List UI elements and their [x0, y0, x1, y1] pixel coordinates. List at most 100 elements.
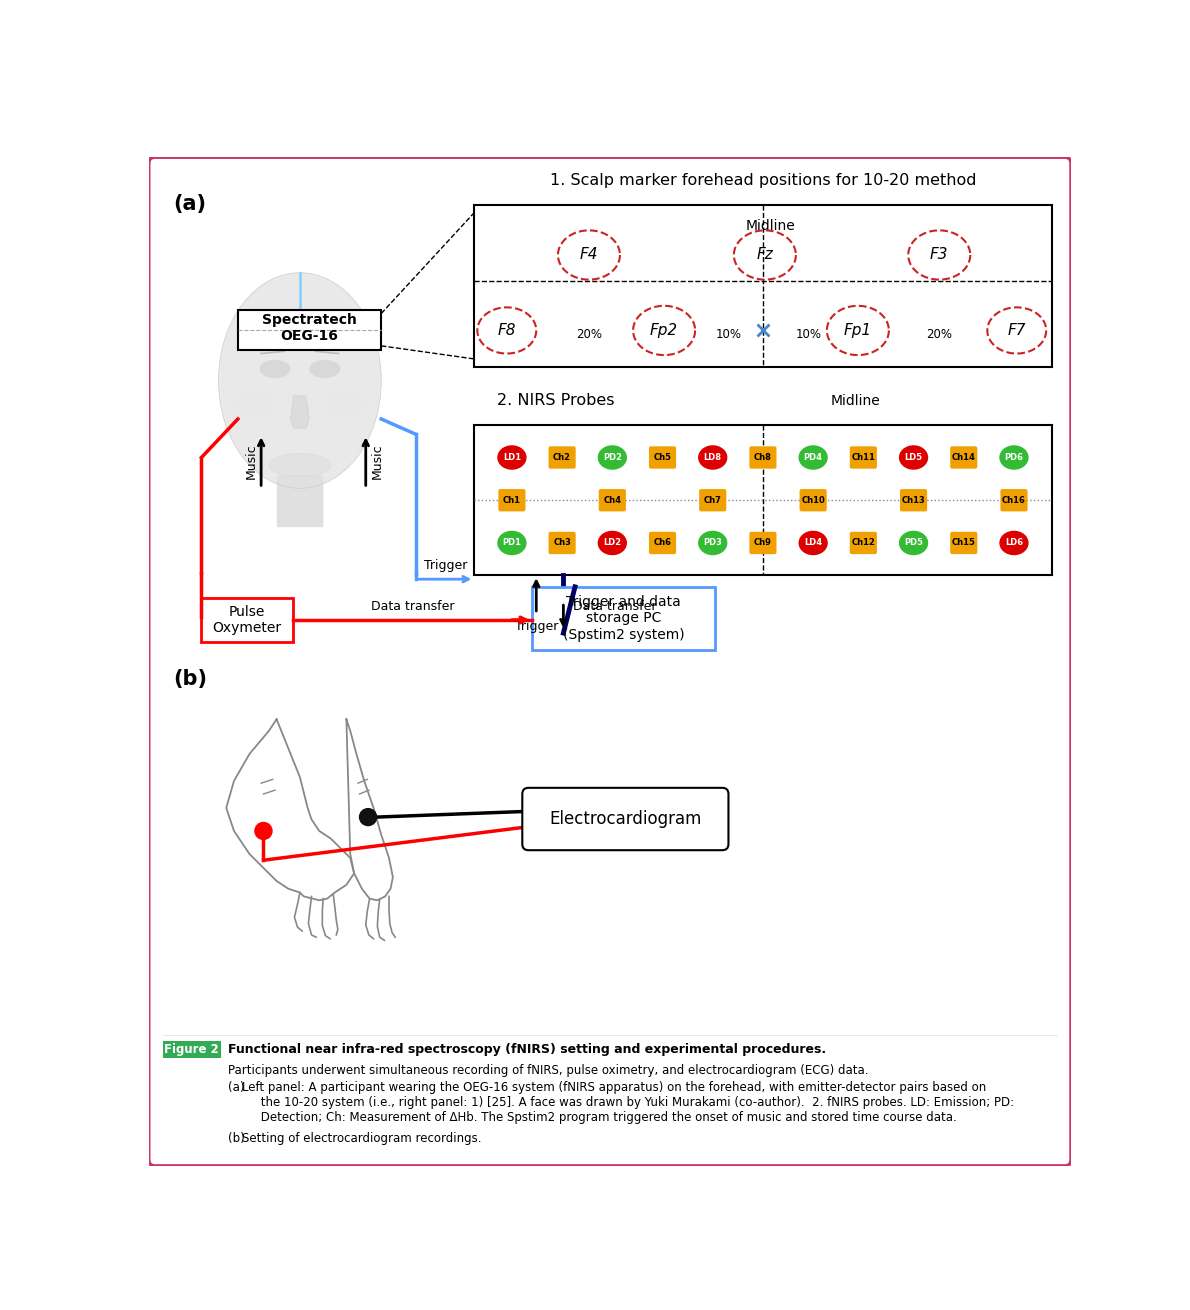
Polygon shape — [290, 396, 309, 428]
FancyBboxPatch shape — [549, 447, 576, 469]
Ellipse shape — [219, 274, 381, 487]
Text: F7: F7 — [1008, 324, 1026, 338]
Text: PD2: PD2 — [603, 453, 622, 462]
Ellipse shape — [309, 360, 339, 377]
Text: Fz: Fz — [757, 248, 774, 262]
Text: PD1: PD1 — [502, 538, 521, 548]
Text: Setting of electrocardiogram recordings.: Setting of electrocardiogram recordings. — [242, 1132, 481, 1145]
Text: Data transfer: Data transfer — [371, 600, 455, 613]
Ellipse shape — [221, 276, 378, 485]
FancyBboxPatch shape — [900, 489, 927, 511]
Text: LD5: LD5 — [904, 453, 922, 462]
FancyBboxPatch shape — [522, 787, 728, 850]
Text: (a): (a) — [227, 1081, 244, 1094]
FancyBboxPatch shape — [950, 532, 977, 554]
Ellipse shape — [699, 532, 727, 554]
Text: Midline: Midline — [746, 219, 796, 233]
FancyBboxPatch shape — [649, 447, 676, 469]
Text: Trigger: Trigger — [514, 620, 558, 633]
Ellipse shape — [497, 532, 526, 554]
FancyBboxPatch shape — [549, 532, 576, 554]
FancyBboxPatch shape — [532, 587, 714, 650]
Text: Trigger: Trigger — [424, 559, 466, 572]
Text: Ch12: Ch12 — [851, 538, 876, 548]
Text: Music: Music — [245, 444, 257, 479]
Text: 10%: 10% — [796, 328, 822, 341]
FancyBboxPatch shape — [700, 489, 726, 511]
Text: (a): (a) — [174, 194, 207, 214]
Ellipse shape — [800, 445, 827, 469]
FancyBboxPatch shape — [850, 447, 877, 469]
Ellipse shape — [221, 275, 378, 486]
Text: Ch13: Ch13 — [902, 495, 926, 504]
Bar — [475, 204, 1052, 367]
Text: Ch15: Ch15 — [952, 538, 976, 548]
Text: Spectratech
OEG-16: Spectratech OEG-16 — [262, 313, 357, 343]
Ellipse shape — [225, 279, 375, 482]
Text: PD5: PD5 — [904, 538, 923, 548]
Text: (b): (b) — [227, 1132, 245, 1145]
Text: Ch16: Ch16 — [1002, 495, 1026, 504]
Ellipse shape — [261, 360, 290, 377]
Text: Functional near infra-red spectroscopy (fNIRS) setting and experimental procedur: Functional near infra-red spectroscopy (… — [227, 1043, 826, 1056]
Bar — [278, 474, 321, 524]
FancyBboxPatch shape — [201, 597, 293, 642]
FancyBboxPatch shape — [850, 532, 877, 554]
Text: Ch7: Ch7 — [703, 495, 721, 504]
Text: Ch8: Ch8 — [754, 453, 772, 462]
Ellipse shape — [699, 445, 727, 469]
Text: Ch6: Ch6 — [653, 538, 671, 548]
Ellipse shape — [1000, 532, 1028, 554]
Text: PD3: PD3 — [703, 538, 722, 548]
Ellipse shape — [599, 532, 626, 554]
Text: Ch2: Ch2 — [553, 453, 571, 462]
Text: LD6: LD6 — [1004, 538, 1023, 548]
Bar — [280, 474, 320, 524]
Text: LD2: LD2 — [603, 538, 621, 548]
Bar — [277, 476, 322, 527]
Text: 10%: 10% — [715, 328, 741, 341]
Text: Midline: Midline — [831, 394, 881, 409]
FancyBboxPatch shape — [149, 157, 1071, 1166]
FancyBboxPatch shape — [599, 489, 626, 511]
Text: Trigger and data
storage PC
(Spstim2 system): Trigger and data storage PC (Spstim2 sys… — [563, 595, 684, 642]
Text: Ch4: Ch4 — [603, 495, 621, 504]
Text: (b): (b) — [174, 669, 207, 689]
Ellipse shape — [359, 808, 376, 825]
Text: 20%: 20% — [576, 328, 602, 341]
Text: F3: F3 — [931, 248, 948, 262]
Ellipse shape — [900, 532, 927, 554]
Text: Data transfer: Data transfer — [572, 600, 656, 613]
Ellipse shape — [497, 445, 526, 469]
Text: 20%: 20% — [926, 328, 952, 341]
FancyBboxPatch shape — [649, 532, 676, 554]
Text: Ch11: Ch11 — [851, 453, 876, 462]
Ellipse shape — [234, 390, 273, 417]
Ellipse shape — [220, 274, 380, 487]
Ellipse shape — [224, 278, 376, 483]
Text: Electrocardiogram: Electrocardiogram — [550, 810, 702, 828]
Ellipse shape — [900, 445, 927, 469]
FancyBboxPatch shape — [238, 309, 381, 350]
Text: Pulse
Oxymeter: Pulse Oxymeter — [213, 605, 282, 635]
Ellipse shape — [1000, 445, 1028, 469]
Text: LD4: LD4 — [804, 538, 822, 548]
Text: Ch9: Ch9 — [754, 538, 772, 548]
FancyBboxPatch shape — [1001, 489, 1027, 511]
Text: Fp2: Fp2 — [650, 324, 678, 338]
Bar — [475, 426, 1052, 575]
Text: F8: F8 — [497, 324, 516, 338]
Ellipse shape — [255, 823, 273, 840]
Text: Ch5: Ch5 — [653, 453, 671, 462]
Ellipse shape — [599, 445, 626, 469]
Text: Figure 2: Figure 2 — [164, 1043, 219, 1056]
Ellipse shape — [223, 276, 377, 485]
Text: PD6: PD6 — [1004, 453, 1023, 462]
Text: LD8: LD8 — [703, 453, 721, 462]
Text: Participants underwent simultaneous recording of fNIRS, pulse oximetry, and elec: Participants underwent simultaneous reco… — [227, 1064, 869, 1077]
FancyBboxPatch shape — [950, 447, 977, 469]
Text: Ch14: Ch14 — [952, 453, 976, 462]
Text: Ch1: Ch1 — [503, 495, 521, 504]
Ellipse shape — [224, 278, 376, 483]
FancyBboxPatch shape — [750, 532, 777, 554]
